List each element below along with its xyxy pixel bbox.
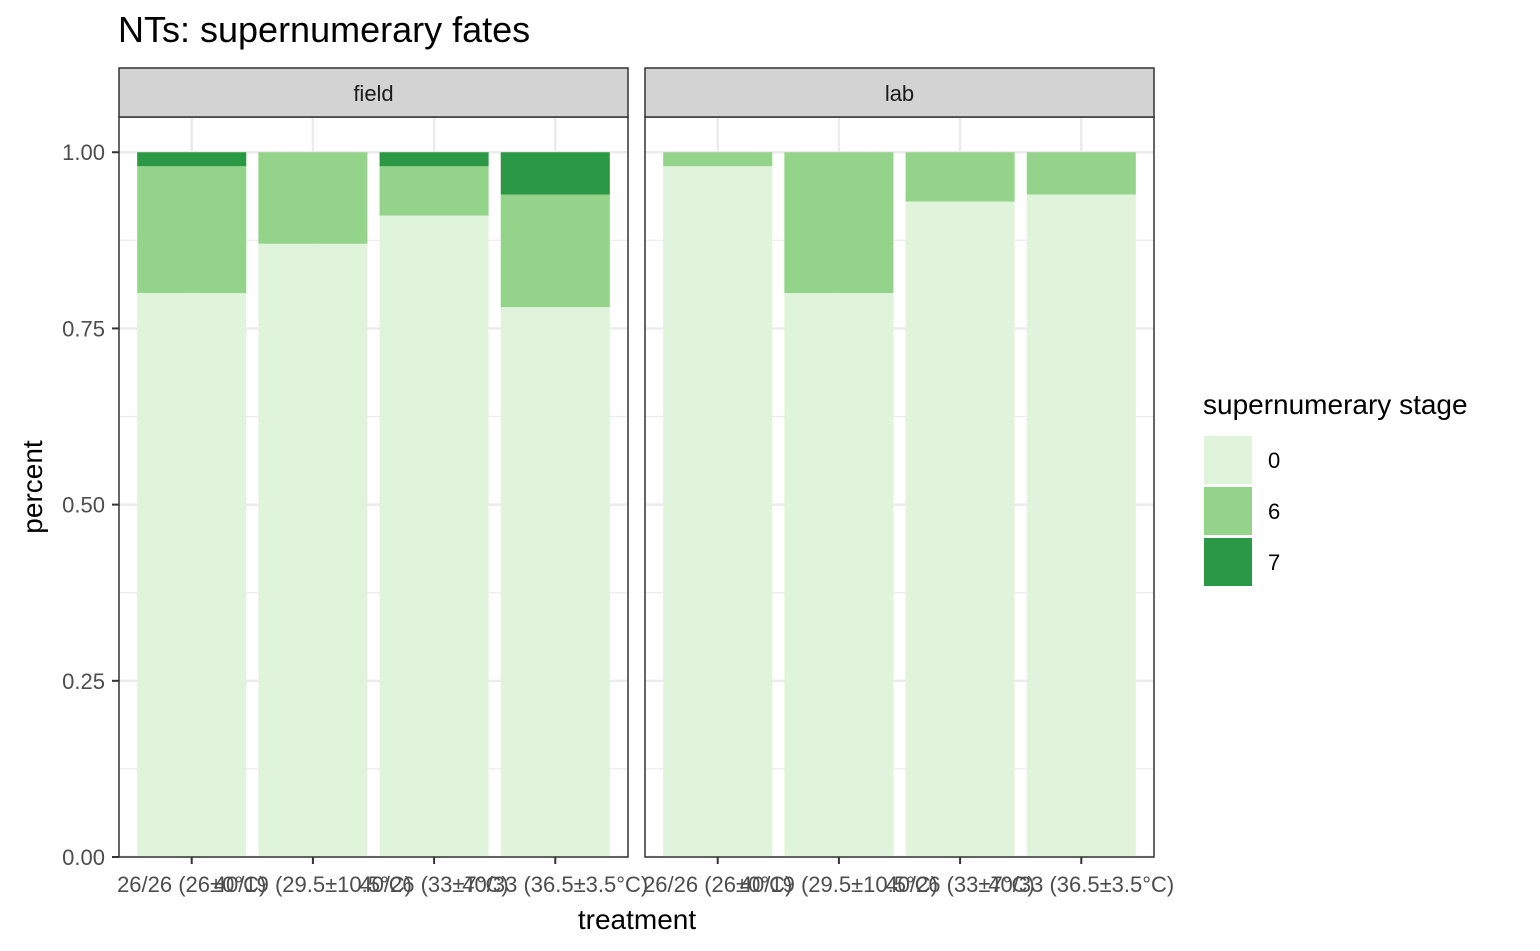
facet-strip <box>644 67 1155 118</box>
legend-key-6 <box>1204 487 1252 535</box>
bar-segment-field-4-stage-0 <box>500 307 610 857</box>
bar-segment-field-1-stage-0 <box>137 293 247 857</box>
legend: supernumerary stage 0 6 7 <box>1203 389 1468 586</box>
x-tick-label: 40/19 (29.5±10.5°C) <box>740 872 938 897</box>
y-axis: 0.00 0.25 0.50 0.75 1.00 <box>62 140 119 870</box>
bar-segment-lab-2-stage-0 <box>784 293 894 857</box>
x-tick-label: 40/33 (36.5±3.5°C) <box>988 872 1174 897</box>
bar-segment-field-4-stage-6 <box>500 194 610 308</box>
bar-segment-lab-4-stage-0 <box>1026 194 1136 857</box>
bar-segment-field-3-stage-7 <box>379 152 489 167</box>
legend-key-7 <box>1204 538 1252 586</box>
bar-segment-lab-1-stage-6 <box>663 152 773 167</box>
bar-segment-lab-3-stage-6 <box>905 152 1015 202</box>
facet-label: field <box>353 81 393 106</box>
x-tick-label: 26/26 (26±0°C) <box>643 872 792 897</box>
bar-segment-lab-2-stage-6 <box>784 152 894 294</box>
facet-label: lab <box>885 81 914 106</box>
facet-panels: 26/26 (26±0°C)40/19 (29.5±10.5°C)40/26 (… <box>117 67 1174 897</box>
x-tick-label: 40/26 (33±7°C) <box>359 872 508 897</box>
bar-segment-lab-4-stage-6 <box>1026 152 1136 195</box>
facet-strip <box>118 67 629 118</box>
bar-segment-field-2-stage-6 <box>258 152 368 244</box>
y-tick-label: 1.00 <box>62 140 105 165</box>
legend-label-6: 6 <box>1268 499 1280 524</box>
x-tick-label: 40/19 (29.5±10.5°C) <box>214 872 412 897</box>
bar-segment-field-1-stage-7 <box>137 152 247 167</box>
chart-title: NTs: supernumerary fates <box>118 9 530 50</box>
x-tick-label: 26/26 (26±0°C) <box>117 872 266 897</box>
legend-label-7: 7 <box>1268 550 1280 575</box>
bar-segment-field-4-stage-7 <box>500 152 610 195</box>
bar-segment-field-2-stage-0 <box>258 243 368 857</box>
bar-segment-field-1-stage-6 <box>137 166 247 294</box>
y-tick-label: 0.50 <box>62 493 105 518</box>
bar-segment-lab-3-stage-0 <box>905 201 1015 858</box>
legend-title: supernumerary stage <box>1203 389 1468 420</box>
bar-segment-field-3-stage-0 <box>379 215 489 857</box>
y-tick-label: 0.75 <box>62 316 105 341</box>
bar-segment-field-3-stage-6 <box>379 166 489 216</box>
facet-panel-field: 26/26 (26±0°C)40/19 (29.5±10.5°C)40/26 (… <box>117 67 648 897</box>
bar-segment-lab-1-stage-0 <box>663 166 773 858</box>
legend-label-0: 0 <box>1268 448 1280 473</box>
x-tick-label: 40/26 (33±7°C) <box>885 872 1034 897</box>
y-tick-label: 0.25 <box>62 669 105 694</box>
x-axis-title: treatment <box>578 904 696 935</box>
y-axis-title: percent <box>17 440 48 534</box>
facet-panel-lab: 26/26 (26±0°C)40/19 (29.5±10.5°C)40/26 (… <box>643 67 1174 897</box>
legend-key-0 <box>1204 436 1252 484</box>
x-tick-label: 40/33 (36.5±3.5°C) <box>462 872 648 897</box>
y-tick-label: 0.00 <box>62 845 105 870</box>
